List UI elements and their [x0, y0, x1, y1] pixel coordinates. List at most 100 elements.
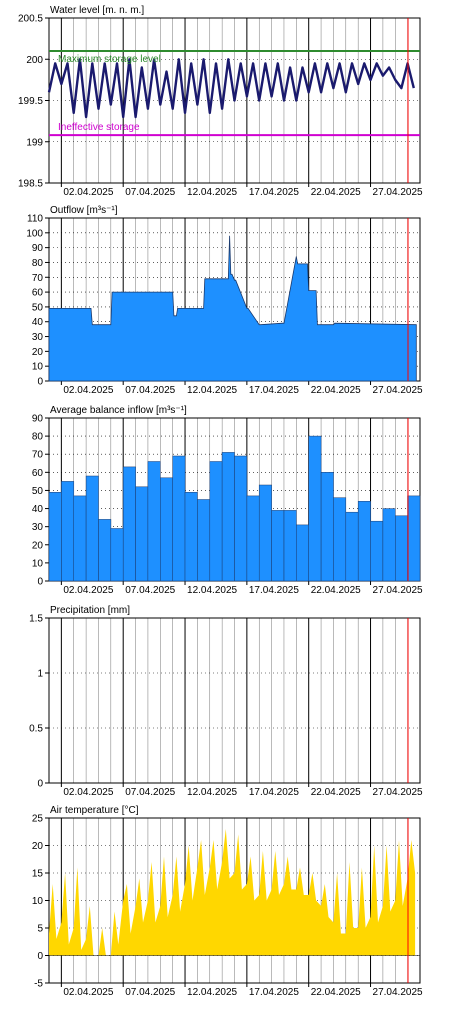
y-tick-label: 40	[32, 317, 44, 328]
outflow-chart: Outflow [m³s⁻¹] 110100908070605040302010…	[26, 205, 423, 396]
inflow-bar	[308, 435, 322, 582]
y-tick-label: 100	[26, 228, 43, 239]
y-tick-label: 1.5	[29, 614, 43, 625]
inflow-bar	[209, 461, 223, 582]
water-level-chart: Water level [m. n. m.] 200.5 200 199.5 199 1…	[18, 5, 423, 198]
air-temperature-title: Air temperature [°C]	[50, 805, 139, 816]
inflow-bar	[370, 520, 384, 582]
x-tick-label: 17.04.2025	[249, 187, 299, 198]
x-tick-label: 02.04.2025	[63, 585, 113, 596]
inflow-bar	[246, 495, 260, 582]
inflow-yticks: 90 80 70 60 50 40 30 20 10 0	[32, 414, 49, 588]
water-level-series-line	[47, 58, 415, 119]
y-tick-label: 200.5	[18, 14, 43, 25]
inflow-bar	[333, 497, 347, 582]
x-tick-label: 07.04.2025	[125, 987, 175, 998]
precipitation-title: Precipitation [mm]	[50, 605, 130, 616]
air-temperature-chart: Air temperature [°C] 25 20 15 10 5 0 -5 02.04.…	[32, 805, 423, 998]
x-tick-label: 17.04.2025	[249, 385, 299, 396]
ineffective-storage-label: Ineffective storage	[58, 122, 140, 133]
x-tick-label: 27.04.2025	[373, 787, 423, 798]
x-tick-label: 27.04.2025	[373, 987, 423, 998]
y-tick-label: 20	[32, 540, 44, 551]
x-tick-label: 22.04.2025	[311, 987, 361, 998]
max-storage-label: Maximum storage level	[58, 54, 161, 65]
y-tick-label: 40	[32, 504, 44, 515]
x-tick-label: 12.04.2025	[187, 385, 237, 396]
inflow-bar	[271, 510, 285, 582]
y-tick-label: 15	[32, 869, 44, 880]
inflow-xticks: 02.04.2025 07.04.2025 12.04.2025 17.04.2025…	[60, 581, 423, 596]
x-tick-label: 22.04.2025	[311, 585, 361, 596]
outflow-xticks: 02.04.2025 07.04.2025 12.04.2025 17.04.2025…	[60, 381, 423, 396]
inflow-bar	[98, 519, 112, 582]
y-tick-label: 90	[32, 414, 44, 425]
water-level-marks	[47, 18, 420, 183]
y-tick-label: -5	[34, 979, 43, 990]
x-tick-label: 07.04.2025	[125, 787, 175, 798]
water-level-yticks: 200.5 200 199.5 199 198.5	[18, 14, 49, 190]
y-tick-label: 90	[32, 243, 44, 254]
water-level-title: Water level [m. n. m.]	[50, 5, 144, 16]
inflow-bar	[296, 524, 309, 582]
y-tick-label: 110	[27, 214, 43, 225]
y-tick-label: 0.5	[29, 724, 43, 735]
y-tick-label: 60	[32, 468, 44, 479]
inflow-bar	[184, 492, 198, 582]
y-tick-label: 70	[32, 273, 44, 284]
x-tick-label: 12.04.2025	[187, 585, 237, 596]
y-tick-label: 5	[37, 924, 43, 935]
inflow-bar	[382, 508, 396, 582]
x-tick-label: 12.04.2025	[187, 987, 237, 998]
inflow-bar	[320, 472, 334, 582]
y-tick-label: 199.5	[18, 96, 43, 107]
x-tick-label: 07.04.2025	[125, 187, 175, 198]
precipitation-xticks: 02.04.2025 07.04.2025 12.04.2025 17.04.2025…	[60, 783, 423, 798]
inflow-chart: Average balance inflow [m³s⁻¹] 90 80 70 60 5…	[32, 405, 423, 596]
precipitation-yticks: 1.5 1 0.5 0	[29, 614, 49, 790]
y-tick-label: 80	[32, 258, 44, 269]
x-tick-label: 27.04.2025	[373, 385, 423, 396]
inflow-bar	[357, 501, 371, 582]
x-tick-label: 12.04.2025	[187, 787, 237, 798]
y-tick-label: 10	[32, 558, 44, 569]
outflow-area	[48, 235, 417, 382]
inflow-bar	[234, 455, 248, 582]
y-tick-label: 199	[26, 137, 43, 148]
y-tick-label: 10	[32, 362, 44, 373]
y-tick-label: 30	[32, 332, 44, 343]
y-tick-label: 0	[37, 951, 43, 962]
water-level-grid	[49, 18, 420, 183]
x-tick-label: 22.04.2025	[311, 187, 361, 198]
air-temperature-yticks: 25 20 15 10 5 0 -5	[32, 814, 49, 990]
x-tick-label: 27.04.2025	[373, 585, 423, 596]
y-tick-label: 20	[32, 841, 44, 852]
y-tick-label: 198.5	[18, 179, 43, 190]
x-tick-label: 17.04.2025	[249, 585, 299, 596]
y-tick-label: 70	[32, 450, 44, 461]
inflow-bar	[221, 452, 235, 582]
y-tick-label: 30	[32, 522, 44, 533]
inflow-bar	[283, 510, 297, 582]
x-tick-label: 02.04.2025	[63, 787, 113, 798]
y-tick-label: 50	[32, 302, 44, 313]
inflow-bar	[160, 477, 173, 582]
inflow-bar	[122, 466, 136, 582]
outflow-marks	[48, 218, 417, 382]
y-tick-label: 20	[32, 347, 44, 358]
y-tick-label: 60	[32, 288, 44, 299]
precipitation-grid	[49, 618, 420, 783]
inflow-bar	[61, 481, 75, 582]
y-tick-label: 0	[37, 377, 43, 388]
x-tick-label: 07.04.2025	[125, 585, 175, 596]
x-tick-label: 07.04.2025	[125, 385, 175, 396]
air-temperature-xticks: 02.04.2025 07.04.2025 12.04.2025 17.04.2025…	[60, 983, 423, 998]
inflow-bar	[110, 528, 124, 582]
x-tick-label: 12.04.2025	[187, 187, 237, 198]
y-tick-label: 10	[32, 896, 44, 907]
inflow-bar	[407, 495, 421, 582]
x-tick-label: 02.04.2025	[63, 187, 113, 198]
